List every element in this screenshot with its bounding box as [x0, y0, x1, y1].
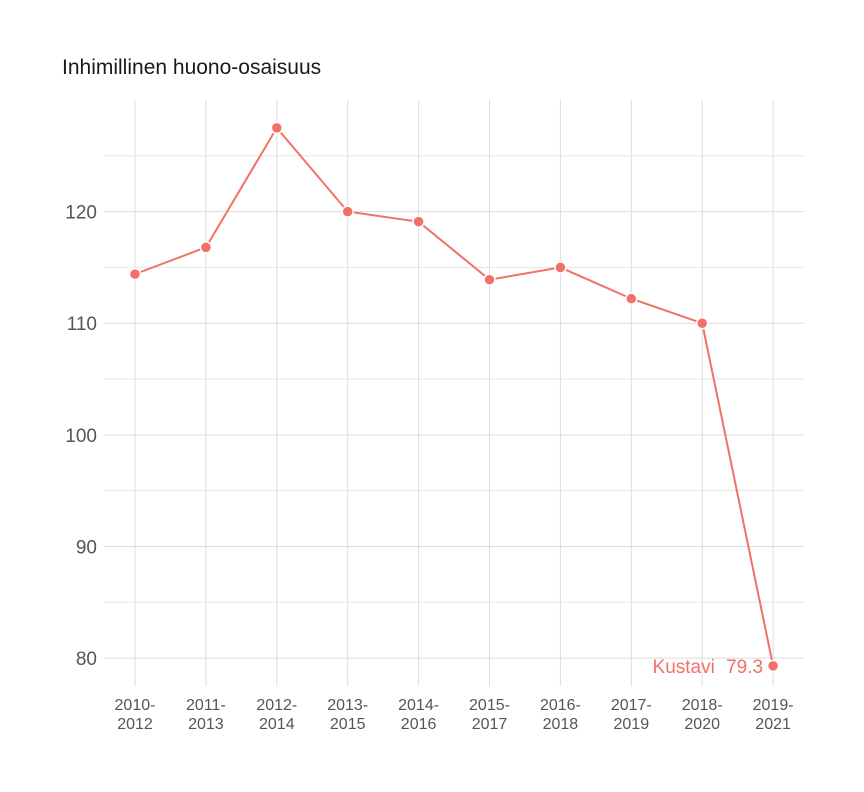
end-label-layer: Kustavi 79.3: [653, 657, 764, 678]
data-point: [766, 659, 780, 673]
data-point: [554, 261, 567, 274]
y-tick-label: 80: [76, 649, 97, 670]
x-axis: 2010-2012 2011-2013 2012-2014 2013-2015 2014…: [115, 697, 794, 733]
end-label: Kustavi 79.3: [653, 657, 764, 678]
data-point: [625, 292, 638, 305]
series-layer: [128, 121, 780, 673]
x-tick-label: 2011-2013: [186, 697, 226, 733]
x-tick-label: 2013-2015: [327, 697, 368, 733]
x-tick-label: 2014-2016: [398, 697, 439, 733]
grid: [104, 100, 804, 686]
y-tick-label: 120: [65, 203, 97, 224]
data-point: [412, 215, 425, 228]
data-point: [695, 316, 709, 330]
x-tick-label: 2016-2018: [540, 697, 581, 733]
end-label-name: Kustavi: [653, 657, 715, 678]
y-tick-label: 110: [67, 314, 97, 335]
data-point: [341, 205, 354, 218]
data-point: [483, 273, 496, 286]
x-tick-label: 2015-2017: [469, 697, 510, 733]
y-tick-label: 100: [65, 426, 97, 447]
end-label-value: 79.3: [726, 657, 763, 678]
x-tick-label: 2019-2021: [753, 697, 794, 733]
series-line: [134, 126, 775, 667]
x-tick-label: 2018-2020: [682, 697, 723, 733]
chart-title: Inhimillinen huono-osaisuus: [62, 56, 322, 79]
data-point: [128, 267, 142, 281]
x-tick-label: 2017-2019: [611, 697, 652, 733]
data-point: [270, 121, 284, 135]
y-axis: 80 90 100 110 120: [65, 203, 97, 670]
x-tick-label: 2010-2012: [115, 697, 156, 733]
x-tick-label: 2012-2014: [256, 697, 297, 733]
y-tick-label: 90: [76, 537, 97, 558]
data-point: [199, 241, 213, 254]
